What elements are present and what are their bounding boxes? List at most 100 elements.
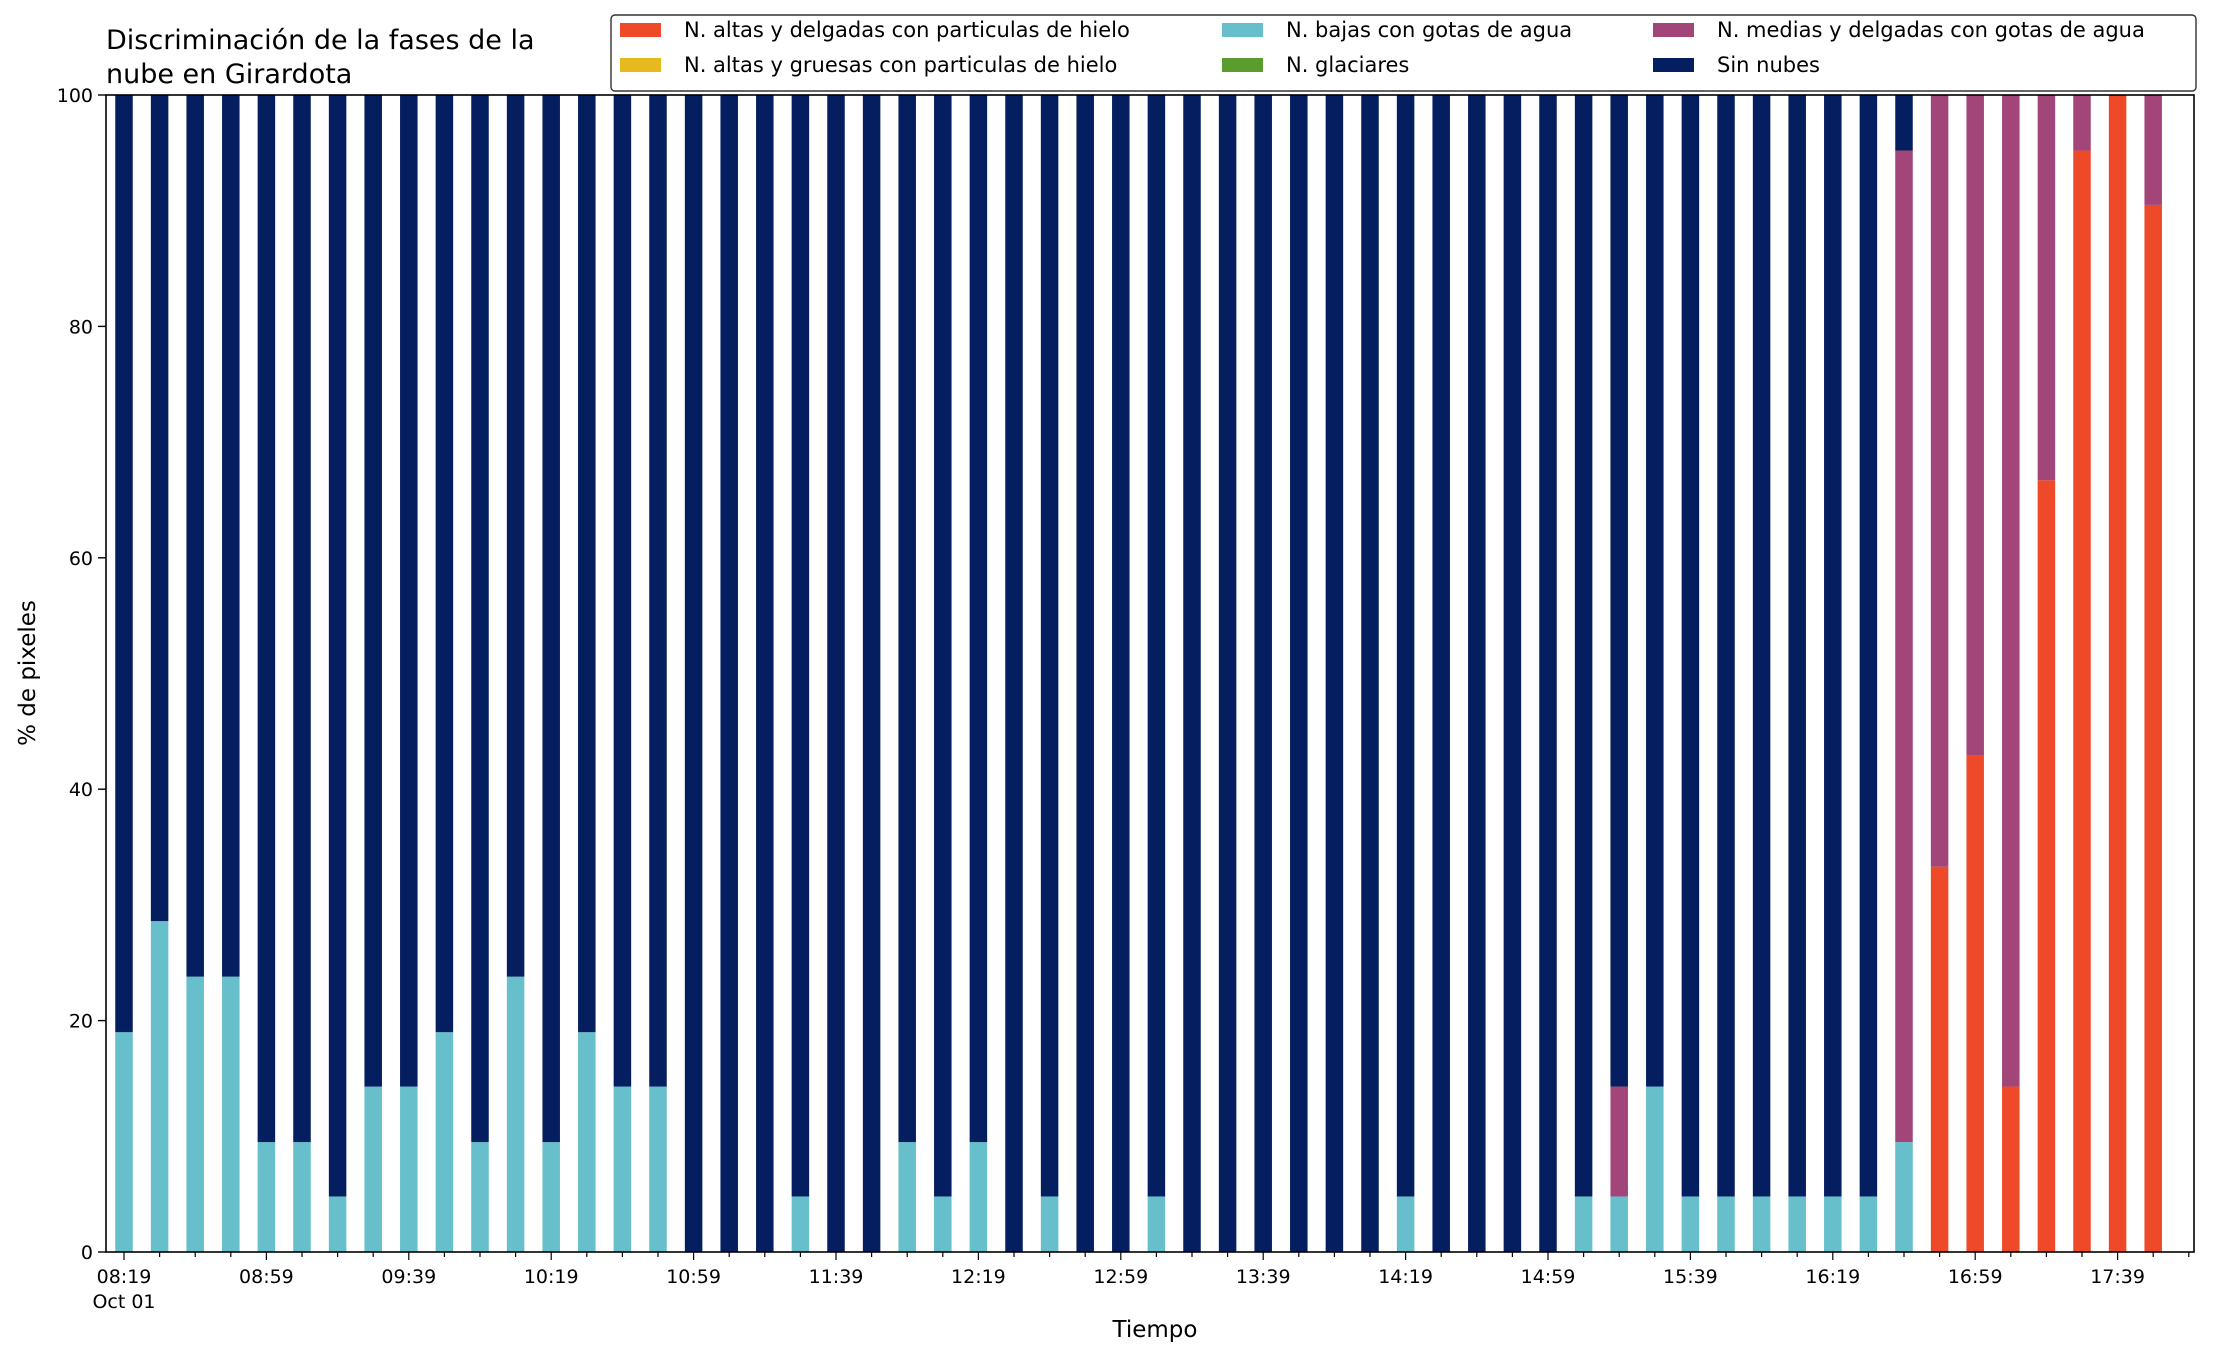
bar-segment-s2-26 xyxy=(1040,1196,1059,1252)
bar-segment-s5-6 xyxy=(328,95,347,1197)
bar-segment-s5-41 xyxy=(1574,95,1593,1197)
bar-segment-s2-44 xyxy=(1681,1196,1700,1252)
x-tick-label-10: 14:59 xyxy=(1521,1266,1576,1288)
bar-segment-s2-1 xyxy=(150,921,169,1252)
legend: N. altas y delgadas con particulas de hi… xyxy=(610,14,2197,92)
legend-label-3: N. glaciares xyxy=(1286,53,1409,77)
x-tick-label-7: 12:59 xyxy=(1093,1266,1148,1288)
bar-segment-s5-37 xyxy=(1432,95,1450,1252)
bar-segment-s4-57 xyxy=(2144,95,2162,205)
bar-segment-s5-8 xyxy=(400,95,418,1087)
bar-segment-s2-8 xyxy=(400,1086,418,1252)
y-tick-label-4: 80 xyxy=(69,316,93,338)
bar-segment-s5-28 xyxy=(1112,95,1130,1252)
legend-label-2: N. bajas con gotas de agua xyxy=(1286,18,1572,42)
bar-segment-s5-16 xyxy=(684,95,703,1252)
bar-segment-s2-47 xyxy=(1788,1196,1806,1252)
bar-segment-s0-56 xyxy=(2108,95,2127,1252)
y-tick-label-5: 100 xyxy=(57,85,93,107)
bar-segment-s4-51 xyxy=(1930,95,1949,867)
bar-segment-s2-3 xyxy=(222,976,240,1252)
chart-title-line-2: nube en Girardota xyxy=(106,59,352,90)
x-axis-label: Tiempo xyxy=(1112,1317,1198,1343)
bar-segment-s5-12 xyxy=(542,95,560,1143)
x-tick-label-11: 15:39 xyxy=(1663,1266,1718,1288)
plot-frame xyxy=(105,94,2195,1253)
bar-segment-s5-18 xyxy=(756,95,774,1252)
bar-segment-s4-55 xyxy=(2073,95,2091,151)
bar-segment-s2-45 xyxy=(1717,1196,1735,1252)
bar-segment-s2-9 xyxy=(435,1032,454,1252)
bar-segment-s2-4 xyxy=(257,1142,276,1252)
bar-segment-s5-30 xyxy=(1183,95,1201,1252)
bar-segment-s2-43 xyxy=(1646,1086,1664,1252)
y-tick-label-0: 0 xyxy=(81,1242,93,1264)
bar-segment-s5-49 xyxy=(1859,95,1878,1197)
chart-title-line-1: Discriminación de la fases de la xyxy=(106,25,535,56)
bar-segment-s5-3 xyxy=(222,95,240,977)
bar-segment-s2-46 xyxy=(1752,1196,1771,1252)
legend-swatch-1 xyxy=(620,58,661,72)
legend-swatch-5 xyxy=(1653,58,1694,72)
y-tick-label-2: 40 xyxy=(69,779,93,801)
bar-segment-s2-6 xyxy=(328,1196,347,1252)
x-tick-label-5: 11:39 xyxy=(809,1266,864,1288)
bar-segment-s2-22 xyxy=(898,1142,916,1252)
bar-segment-s5-35 xyxy=(1361,95,1379,1252)
x-axis: 08:19 08:59 09:39 10:19 10:59 11:39 12:19 12:59… xyxy=(92,1252,2190,1313)
bar-segment-s2-7 xyxy=(364,1086,382,1252)
bar-segment-s5-14 xyxy=(613,95,632,1087)
legend-swatch-4 xyxy=(1653,23,1694,37)
x-tick-label-13: 16:59 xyxy=(1948,1266,2003,1288)
bar-segment-s2-2 xyxy=(186,976,204,1252)
x-tick-label-8: 13:39 xyxy=(1236,1266,1291,1288)
x-tick-label-6: 12:19 xyxy=(951,1266,1006,1288)
bar-segment-s2-11 xyxy=(506,976,525,1252)
bar-segment-s5-42 xyxy=(1610,95,1628,1087)
bar-segment-s5-9 xyxy=(435,95,454,1033)
bar-segment-s2-49 xyxy=(1859,1196,1878,1252)
bar-segment-s2-15 xyxy=(649,1086,667,1252)
bar-segment-s5-17 xyxy=(720,95,738,1252)
y-axis-label: % de pixeles xyxy=(15,600,41,746)
x-tick-label-3: 10:19 xyxy=(524,1266,579,1288)
bar-segment-s0-57 xyxy=(2144,204,2162,1252)
bar-segment-s5-25 xyxy=(1005,95,1023,1252)
bar-segment-s2-36 xyxy=(1396,1196,1415,1252)
bar-segment-s5-23 xyxy=(934,95,952,1197)
bar-segment-s4-50 xyxy=(1895,150,1913,1143)
bar-segment-s5-29 xyxy=(1147,95,1166,1197)
bar-segment-s2-48 xyxy=(1824,1196,1842,1252)
bar-segment-s2-10 xyxy=(471,1142,489,1252)
x-tick-label-9: 14:19 xyxy=(1378,1266,1433,1288)
bar-segment-s5-31 xyxy=(1218,95,1237,1252)
legend-label-0: N. altas y delgadas con particulas de hi… xyxy=(684,18,1130,42)
x-tick-sublabel: Oct 01 xyxy=(92,1291,155,1313)
bar-segment-s5-5 xyxy=(293,95,311,1143)
legend-swatch-3 xyxy=(1222,58,1263,72)
bar-segment-s5-45 xyxy=(1717,95,1735,1197)
x-tick-label-2: 09:39 xyxy=(381,1266,436,1288)
bar-segment-s5-1 xyxy=(150,95,169,922)
legend-label-5: Sin nubes xyxy=(1717,53,1820,77)
bar-segment-s0-51 xyxy=(1930,866,1949,1252)
bar-segment-s5-33 xyxy=(1290,95,1308,1252)
bar-segment-s5-38 xyxy=(1468,95,1486,1252)
bar-segment-s5-44 xyxy=(1681,95,1700,1197)
x-tick-label-4: 10:59 xyxy=(666,1266,721,1288)
y-axis: 0 20 40 60 80 100 xyxy=(57,85,106,1264)
bar-segment-s5-19 xyxy=(791,95,810,1197)
bar-segment-s2-24 xyxy=(969,1142,988,1252)
bar-segment-s5-0 xyxy=(115,95,133,1033)
bar-segment-s2-0 xyxy=(115,1032,133,1252)
y-tick-label-1: 20 xyxy=(69,1011,93,1033)
bar-segment-s5-48 xyxy=(1824,95,1842,1197)
bar-segment-s2-12 xyxy=(542,1142,560,1252)
bar-segment-s5-36 xyxy=(1396,95,1415,1197)
bar-segment-s2-23 xyxy=(934,1196,952,1252)
x-tick-label-0: 08:19 xyxy=(97,1266,152,1288)
bar-segment-s2-41 xyxy=(1574,1196,1593,1252)
bar-segment-s5-40 xyxy=(1539,95,1557,1252)
bar-segment-s2-13 xyxy=(578,1032,596,1252)
